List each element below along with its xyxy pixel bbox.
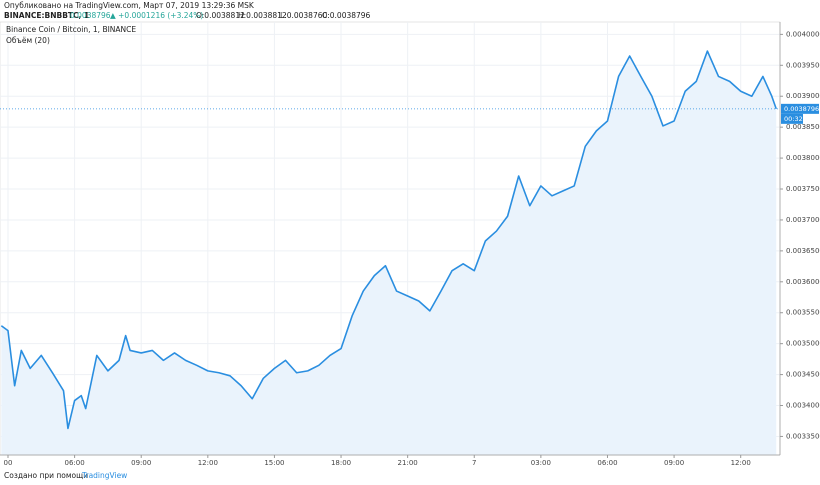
x-tick-label: 21:00 [398, 459, 418, 467]
last-price: 0.0038796 [70, 11, 111, 20]
published: Опубликовано на TradingView.com, Март 07… [4, 1, 255, 10]
x-tick-label: 7 [472, 459, 476, 467]
countdown-label: 00:32 [784, 115, 803, 123]
x-tick-label: 15:00 [264, 459, 284, 467]
ohlc-close: C:0.0038796 [322, 11, 371, 20]
x-tick-label: 06:00 [65, 459, 85, 467]
area-fill [1, 51, 777, 455]
x-tick-label: 06:00 [597, 459, 617, 467]
x-tick-label: 03:00 [531, 459, 551, 467]
x-tick-label: 00 [4, 459, 13, 467]
chart-title: Binance Coin / Bitcoin, 1, BINANCE [6, 25, 136, 34]
brand[interactable]: TradingView [81, 471, 127, 480]
symbol: BINANCE:BNBBTC, 1 [4, 11, 89, 20]
x-tick-label: 09:00 [664, 459, 684, 467]
countdown-tag [781, 113, 803, 124]
x-tick-label: 12:00 [198, 459, 218, 467]
x-tick-label: 09:00 [131, 459, 151, 467]
price-tag [781, 103, 819, 114]
x-tick-label: 18:00 [331, 459, 351, 467]
ohlc-open: O:0.0038812 [196, 11, 245, 20]
price-tag-label: 0.0038796 [784, 105, 819, 113]
x-tick-label: 12:00 [731, 459, 751, 467]
footer: Создано при помощи [4, 471, 88, 480]
indicator-label: Объём (20) [6, 36, 50, 45]
price-line [0, 50, 777, 430]
change: ▲ +0.0001216 (+3.24%) [110, 11, 203, 20]
ohlc-low: L:0.0038760 [280, 11, 327, 20]
ohlc-high: H:0.0038812 [238, 11, 287, 20]
